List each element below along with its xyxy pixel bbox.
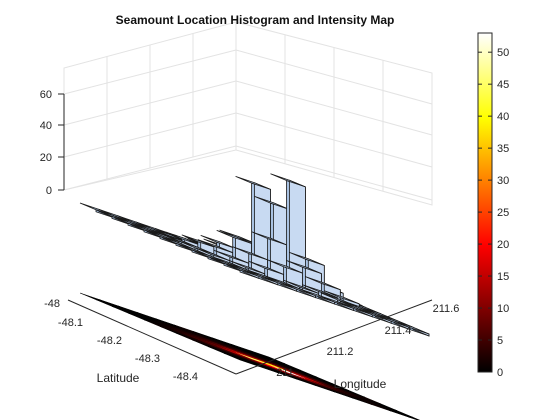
histogram-bar <box>200 235 236 249</box>
colorbar-tick-label: 40 <box>497 111 509 123</box>
x-tick-label: 211.4 <box>385 325 412 337</box>
z-tick-label: 20 <box>40 152 52 164</box>
histogram-bar <box>219 229 255 244</box>
colorbar-tick-label: 25 <box>497 207 509 219</box>
colorbar-tick-label: 20 <box>497 239 509 251</box>
histogram-bar <box>270 173 306 188</box>
histogram-bar <box>254 196 290 210</box>
y-tick-label: -48.4 <box>173 371 198 383</box>
colorbar-gradient <box>477 32 493 373</box>
x-tick-label: 211.6 <box>433 303 460 315</box>
colorbar-tick-label: 30 <box>497 175 509 187</box>
intensity-map <box>79 292 421 420</box>
colorbar-tick-label: 0 <box>497 367 503 379</box>
histogram-bar <box>197 239 233 254</box>
axes-grid <box>63 21 433 206</box>
z-tick-label: 0 <box>46 185 52 197</box>
chart-title: Seamount Location Histogram and Intensit… <box>116 13 395 27</box>
colorbar-tick-label: 10 <box>497 303 509 315</box>
x-tick-label: 211.2 <box>327 346 354 358</box>
y-tick-label: -48.2 <box>97 335 122 347</box>
axes: 0 20 40 60 -48 -48.1 -48.2 -48.3 -48.4 211 211.2 21… <box>40 89 460 383</box>
histogram-bar <box>267 259 303 274</box>
histogram-bar <box>181 234 217 249</box>
y-tick-label: -48.3 <box>135 353 160 365</box>
colorbar-tick-label: 50 <box>497 47 509 59</box>
x-axis-line <box>235 299 433 375</box>
histogram-bar <box>393 320 430 335</box>
histogram-bar <box>248 260 284 275</box>
histogram-bars <box>79 173 430 337</box>
histogram-bar <box>165 231 201 246</box>
x-axis-label: Longitude <box>334 377 387 391</box>
histogram-bar <box>216 230 252 244</box>
histogram-bar <box>232 246 268 261</box>
histogram-bar <box>235 176 271 190</box>
colorbar-tick-label: 35 <box>497 143 509 155</box>
x-tick-label: 211 <box>276 367 294 379</box>
colorbar: 0 5 10 15 20 25 30 35 40 45 50 <box>477 32 509 379</box>
colorbar-tick-label: 5 <box>497 335 503 347</box>
histogram-bar <box>324 290 360 305</box>
colorbar-tick-label: 45 <box>497 79 509 91</box>
histogram-bar <box>302 284 338 299</box>
y-axis-label: Latitude <box>97 371 140 385</box>
histogram-bar <box>321 292 357 307</box>
colorbar-tick-label: 15 <box>497 271 509 283</box>
histogram-bar <box>305 276 341 291</box>
histogram-bar <box>229 260 265 275</box>
histogram-bar <box>213 249 249 264</box>
z-tick-label: 60 <box>40 89 52 101</box>
y-tick-label: -48 <box>44 298 60 310</box>
histogram-bar <box>283 279 319 294</box>
z-tick-label: 40 <box>40 120 52 132</box>
histogram-bar <box>286 260 322 274</box>
heatmap-cell <box>250 350 286 364</box>
histogram-bar <box>251 231 287 246</box>
y-axis-line <box>67 299 237 375</box>
histogram-bar <box>194 247 230 262</box>
histogram-bar <box>289 252 325 266</box>
y-tick-label: -48.1 <box>58 317 83 329</box>
